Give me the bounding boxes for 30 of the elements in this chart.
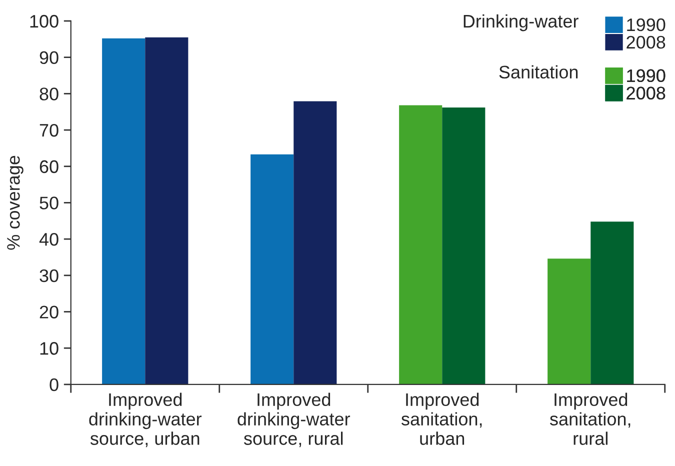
legend-label: 2008	[626, 36, 666, 49]
y-tick-label: 0	[50, 378, 58, 392]
y-tick-label: 60	[40, 160, 58, 174]
bar	[399, 105, 442, 384]
y-tick-label: 20	[40, 306, 58, 318]
legend-label: 2008	[626, 86, 666, 100]
y-tick-label: 30	[40, 269, 58, 282]
y-tick-label: 100	[30, 14, 58, 28]
bar	[590, 222, 634, 384]
bar	[548, 258, 591, 384]
annotation: Sanitation	[499, 65, 578, 79]
y-tick-label: 80	[40, 88, 58, 100]
bar	[294, 101, 337, 384]
y-axis-title: % coverage	[7, 156, 24, 250]
x-tick-label: Improved drinking-water source, urban	[89, 392, 202, 448]
bar	[102, 38, 146, 384]
bar	[250, 154, 294, 384]
y-tick-label: 40	[39, 232, 58, 246]
legend-label: 1990	[627, 69, 666, 82]
x-tick-label: Improved drinking-water source, rural	[238, 392, 350, 448]
bar	[442, 107, 486, 384]
y-tick-label: 90	[40, 51, 58, 64]
y-tick-label: 10	[40, 342, 58, 355]
x-tick-label: Improved sanitation, rural	[550, 392, 630, 445]
annotation: Drinking-water	[464, 14, 578, 32]
bar	[145, 37, 188, 384]
legend-label: 1990	[627, 18, 666, 32]
x-tick-label: Improved sanitation, urban	[401, 392, 482, 445]
y-tick-label: 70	[40, 124, 58, 137]
y-tick-label: 50	[40, 196, 58, 210]
